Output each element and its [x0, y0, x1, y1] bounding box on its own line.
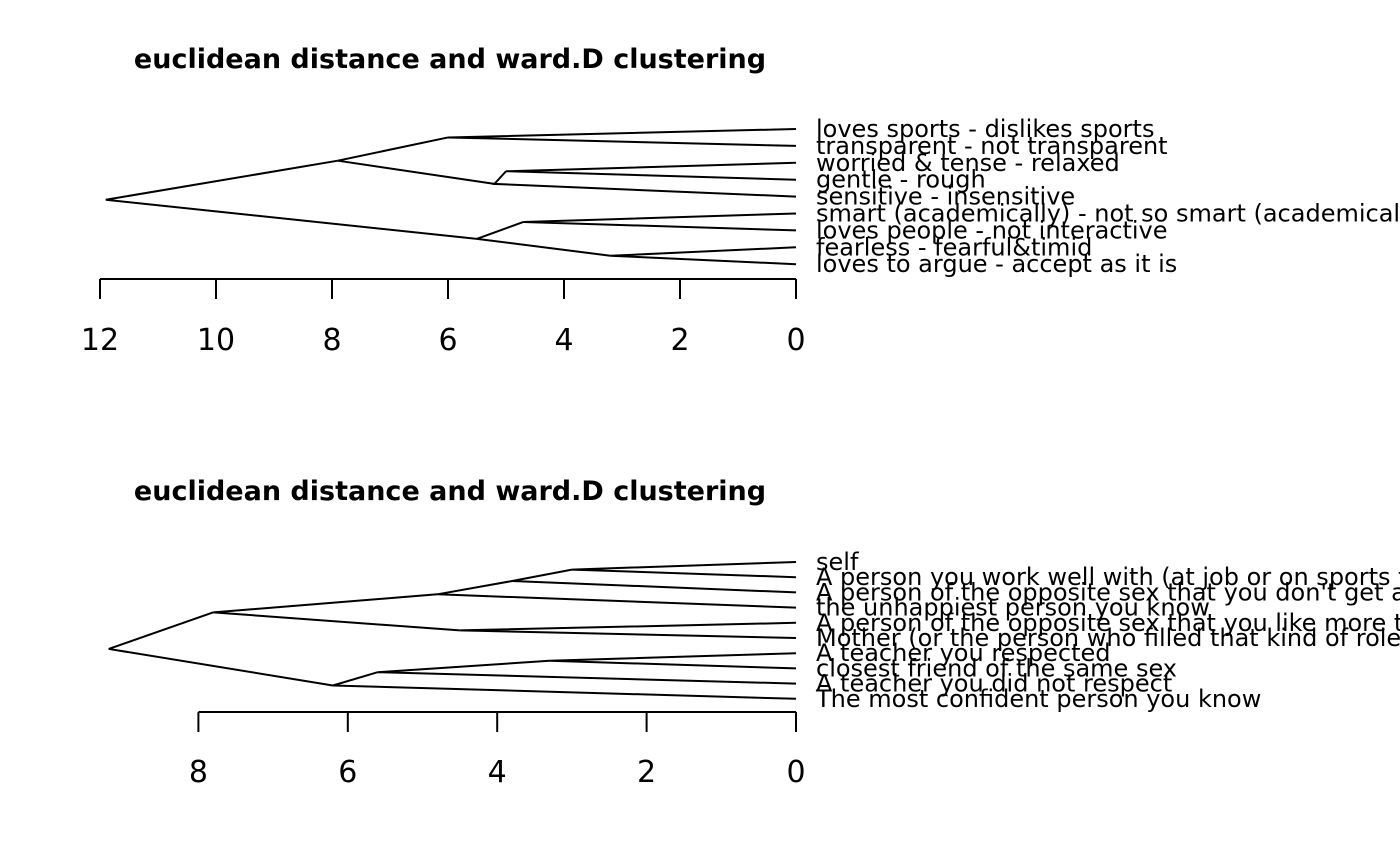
dendrogram-branch	[447, 128, 797, 147]
leaf-label: A person you work well with (at job or o…	[816, 563, 1400, 591]
x-tick-label: 8	[322, 323, 341, 358]
x-tick-label: 6	[338, 755, 357, 790]
leaf-label: A person of the opposite sex that you do…	[816, 578, 1400, 606]
leaf-label: A teacher you did not respect	[816, 670, 1172, 698]
leaf-label: the unhappiest person you know	[816, 594, 1210, 622]
dendrogram-branch	[610, 246, 797, 266]
dendrogram-branch	[213, 593, 460, 632]
dendrogram-branch	[549, 652, 797, 670]
chart-title-top: euclidean distance and ward.D clustering	[134, 44, 766, 75]
x-tick-label: 10	[197, 323, 235, 358]
dendrogram-branch	[459, 621, 797, 639]
dendrogram-branch	[337, 136, 495, 185]
dendrogram-branch	[377, 659, 797, 685]
dendrogram-branch	[505, 161, 797, 181]
x-tick-label: 0	[786, 323, 805, 358]
leaf-label: transparent - not transparent	[816, 132, 1168, 160]
dendrogram-panel-top: euclidean distance and ward.D clustering…	[81, 44, 1400, 358]
dendrogram-branch	[332, 671, 797, 700]
leaf-label: A teacher you respected	[816, 639, 1111, 667]
x-tick-label: 8	[189, 755, 208, 790]
leaf-label: A person of the opposite sex that you li…	[816, 609, 1400, 637]
leaf-label: loves to argue - accept as it is	[816, 250, 1177, 278]
leaf-label: smart (academically) - not so smart (aca…	[816, 200, 1400, 228]
leaf-label: self	[816, 548, 859, 576]
leaf-label: loves sports - dislikes sports	[816, 115, 1154, 143]
leaf-label: Mother (or the person who filled that ki…	[816, 624, 1400, 652]
leaf-label: sensitive - insensitive	[816, 183, 1075, 211]
dendrogram-panel-bottom: euclidean distance and ward.D clustering…	[108, 476, 1400, 790]
dendrogram-branch	[523, 212, 797, 232]
leaf-label: closest friend of the same sex	[816, 654, 1177, 682]
leaf-label: The most confident person you know	[815, 685, 1261, 713]
dendrogram-branch	[571, 561, 797, 579]
x-tick-label: 4	[488, 755, 507, 790]
chart-title-bottom: euclidean distance and ward.D clustering	[134, 476, 766, 507]
dendrogram-branch	[108, 611, 334, 687]
dendrogram-branch	[105, 159, 478, 240]
x-tick-label: 12	[81, 323, 119, 358]
x-tick-label: 0	[786, 755, 805, 790]
leaf-label: worried & tense - relaxed	[816, 149, 1120, 177]
x-tick-label: 2	[670, 323, 689, 358]
x-tick-label: 2	[637, 755, 656, 790]
leaf-label: loves people - not interactive	[816, 216, 1168, 244]
x-tick-label: 6	[438, 323, 457, 358]
leaf-label: gentle - rough	[816, 166, 986, 194]
dendrogram-branch	[476, 221, 611, 257]
leaf-label: fearless - fearful&timid	[816, 233, 1092, 261]
x-tick-label: 4	[554, 323, 573, 358]
